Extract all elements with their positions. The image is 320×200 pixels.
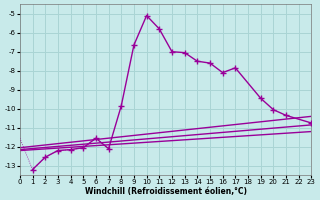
X-axis label: Windchill (Refroidissement éolien,°C): Windchill (Refroidissement éolien,°C): [84, 187, 247, 196]
